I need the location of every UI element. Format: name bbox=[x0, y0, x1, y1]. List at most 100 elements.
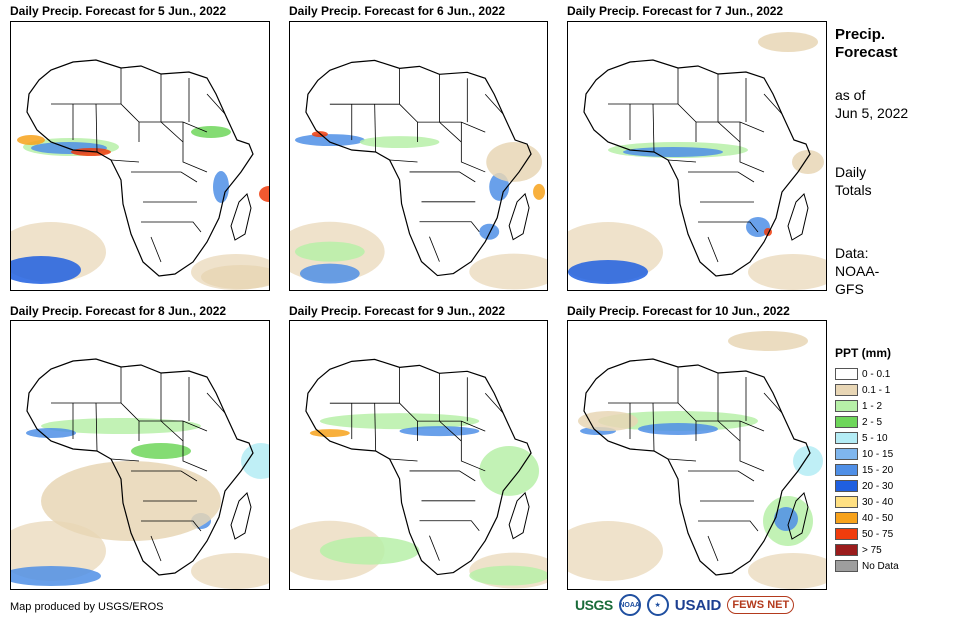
legend-label: 2 - 5 bbox=[862, 416, 883, 428]
country-border bbox=[429, 236, 440, 262]
as-of-date: as of Jun 5, 2022 bbox=[835, 86, 908, 122]
side-title: Precip. Forecast bbox=[835, 26, 898, 62]
madagascar-outline bbox=[508, 491, 530, 540]
precip-tan-area bbox=[11, 521, 106, 581]
country-border bbox=[763, 93, 783, 115]
country-border bbox=[419, 520, 480, 531]
data-source: Data: NOAA- GFS bbox=[835, 244, 879, 298]
madagascar-outline bbox=[230, 193, 252, 241]
usaid-seal-icon: ★ bbox=[646, 594, 669, 616]
precip-area bbox=[299, 263, 360, 284]
legend-label: 5 - 10 bbox=[862, 432, 888, 444]
legend-label: 15 - 20 bbox=[862, 464, 894, 476]
data-source-line3: GFS bbox=[835, 281, 864, 297]
legend-label: 10 - 15 bbox=[862, 448, 894, 460]
madagascar-outline bbox=[787, 492, 809, 540]
precip-area bbox=[533, 183, 546, 200]
country-border bbox=[409, 470, 476, 482]
country-border bbox=[131, 470, 198, 482]
precip-area bbox=[241, 443, 269, 479]
precip-area bbox=[623, 147, 723, 157]
partner-logos: USGS NOAA ★ USAID FEWS NET bbox=[575, 594, 795, 616]
country-border bbox=[329, 402, 418, 442]
precip-area bbox=[758, 32, 818, 52]
legend-item: 30 - 40 bbox=[835, 494, 905, 510]
legend-swatch bbox=[835, 400, 858, 412]
africa-map-2 bbox=[290, 59, 547, 290]
country-border bbox=[131, 171, 198, 183]
forecast-map-6 bbox=[567, 320, 827, 590]
africa-coastline bbox=[26, 358, 254, 576]
madagascar-outline bbox=[508, 192, 530, 241]
precip-area bbox=[213, 171, 229, 203]
legend-swatch bbox=[835, 512, 858, 524]
side-title-line2: Forecast bbox=[835, 44, 898, 61]
legend-item: 1 - 2 bbox=[835, 398, 905, 414]
africa-coastline bbox=[583, 59, 811, 277]
legend-item: 0 - 0.1 bbox=[835, 366, 905, 382]
legend-label: 0.1 - 1 bbox=[862, 384, 891, 396]
precip-area bbox=[359, 136, 440, 149]
precip-area bbox=[17, 135, 45, 145]
country-border bbox=[417, 420, 486, 432]
precip-area bbox=[309, 429, 350, 438]
country-border bbox=[739, 122, 765, 173]
country-border bbox=[95, 103, 98, 153]
legend-swatch bbox=[835, 448, 858, 460]
country-border bbox=[652, 103, 655, 153]
as-of-value: Jun 5, 2022 bbox=[835, 105, 909, 121]
precip-tan-area bbox=[748, 254, 826, 290]
totals-label: Daily Totals bbox=[835, 163, 872, 199]
fews-net-logo: FEWS NET bbox=[727, 596, 795, 614]
madagascar-outline bbox=[230, 492, 252, 540]
country-border bbox=[608, 103, 697, 142]
country-border bbox=[696, 121, 765, 133]
country-border bbox=[484, 93, 504, 115]
precip-tan-area bbox=[469, 253, 547, 290]
country-border bbox=[389, 458, 418, 462]
country-border bbox=[417, 121, 486, 133]
legend-swatch bbox=[835, 480, 858, 492]
noaa-logo: NOAA bbox=[618, 594, 641, 616]
country-border bbox=[460, 421, 486, 472]
country-border bbox=[667, 159, 697, 163]
country-border bbox=[460, 122, 486, 173]
country-border bbox=[698, 520, 759, 532]
country-border bbox=[150, 535, 162, 562]
country-border bbox=[110, 159, 140, 163]
legend-label: 1 - 2 bbox=[862, 400, 883, 412]
africa-map-6 bbox=[568, 331, 826, 589]
precip-tan-area bbox=[568, 521, 663, 581]
country-border bbox=[419, 221, 480, 232]
panel-title-1: Daily Precip. Forecast for 5 Jun., 2022 bbox=[10, 4, 227, 18]
legend-item: 50 - 75 bbox=[835, 526, 905, 542]
legend-swatch bbox=[835, 464, 858, 476]
precip-area bbox=[793, 446, 823, 476]
forecast-map-2 bbox=[289, 21, 548, 291]
precip-area bbox=[294, 134, 365, 147]
precip-area bbox=[201, 265, 269, 289]
country-border bbox=[51, 103, 140, 142]
legend-swatch bbox=[835, 560, 858, 572]
country-border bbox=[51, 402, 140, 441]
country-border bbox=[429, 535, 440, 561]
precip-tan-area bbox=[748, 553, 826, 589]
forecast-map-1 bbox=[10, 21, 270, 291]
forecast-map-5 bbox=[289, 320, 548, 590]
legend-label: > 75 bbox=[862, 544, 882, 556]
country-border bbox=[389, 159, 418, 163]
legend-item: 5 - 10 bbox=[835, 430, 905, 446]
africa-coastline bbox=[305, 358, 532, 576]
country-border bbox=[182, 122, 208, 173]
africa-map-5 bbox=[290, 358, 547, 589]
country-border bbox=[439, 74, 462, 143]
country-border bbox=[141, 520, 202, 532]
country-border bbox=[698, 221, 759, 233]
usaid-logo: USAID bbox=[674, 596, 722, 614]
precip-area bbox=[792, 150, 824, 174]
precip-area bbox=[319, 536, 420, 565]
legend-title: PPT (mm) bbox=[835, 346, 892, 360]
map-credit: Map produced by USGS/EROS bbox=[10, 601, 164, 613]
legend-item: 15 - 20 bbox=[835, 462, 905, 478]
africa-map-3 bbox=[568, 32, 826, 290]
